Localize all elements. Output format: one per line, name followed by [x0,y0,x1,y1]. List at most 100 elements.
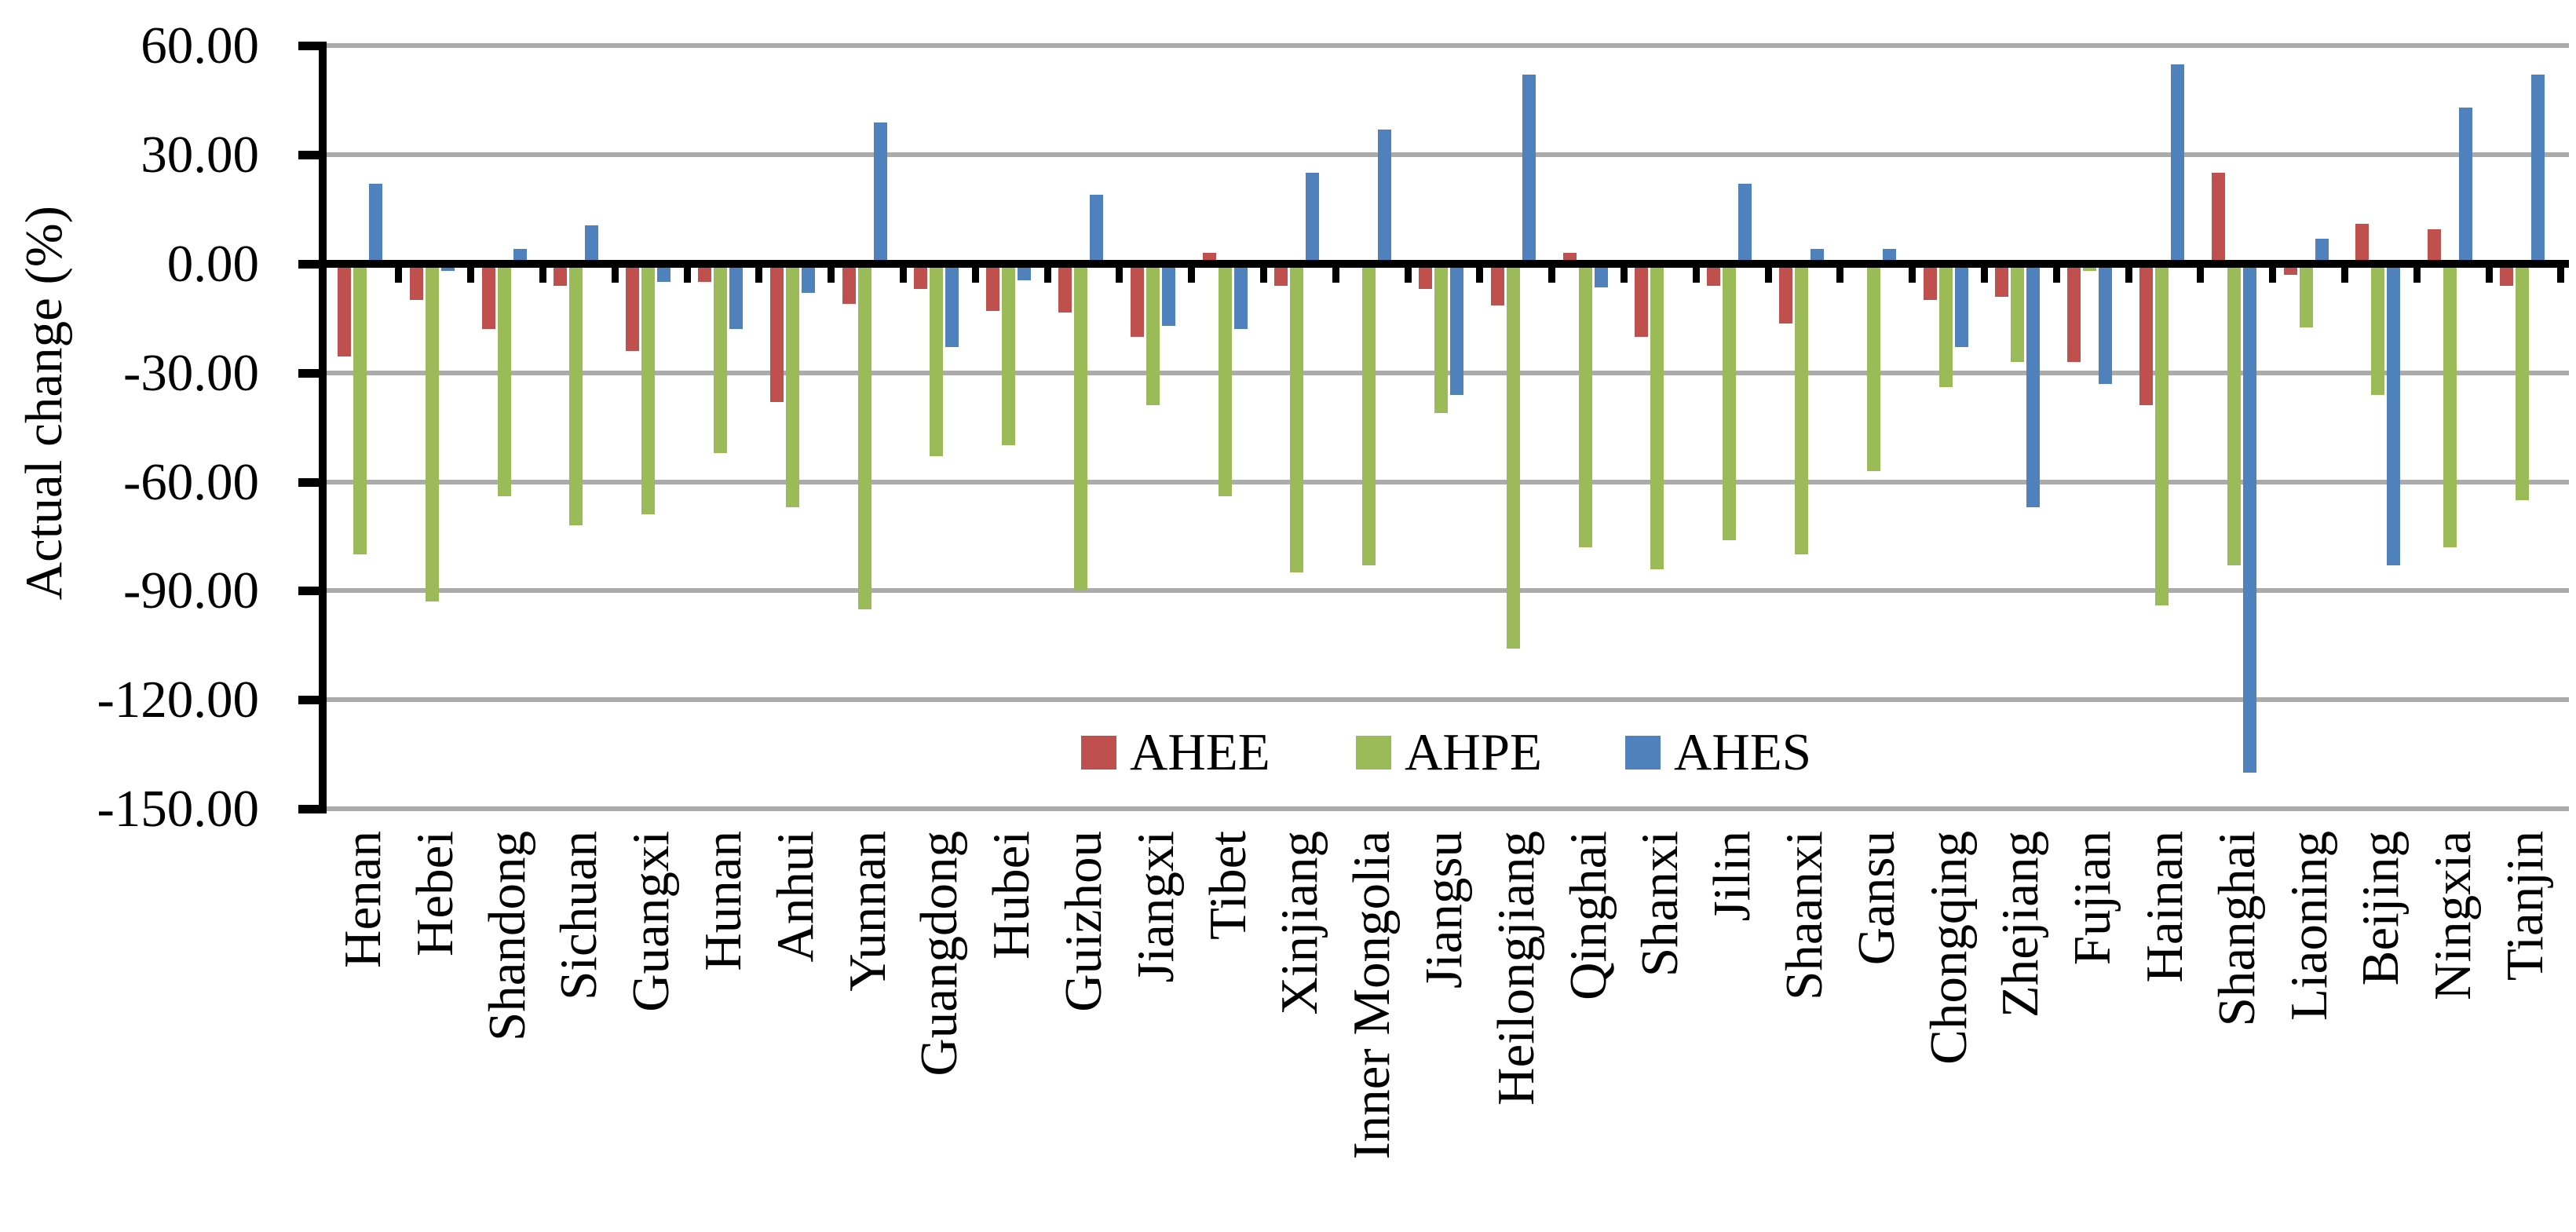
bar-ahes-chongqing [1954,264,1968,348]
bar-ahes-hainan [2171,64,2184,264]
x-axis-tick-27 [2269,268,2277,283]
x-category-label-hebei: Hebei [405,831,464,956]
bar-ahpe-beijing [2371,264,2385,395]
bar-ahes-henan [369,184,382,264]
x-category-label-chongqing: Chongqing [1919,831,1978,1065]
legend-item-ahpe: AHPE [1356,726,1542,778]
bar-ahee-guangxi [626,264,640,352]
y-tick-label--150: -150.00 [97,780,259,839]
bar-ahes-anhui [801,264,815,294]
x-category-label-guizhou: Guizhou [1054,831,1113,1012]
x-category-label-xinjiang: Xinjiang [1270,831,1329,1015]
x-axis-tick-16 [1476,268,1484,283]
x-category-label-anhui: Anhui [765,831,824,963]
bar-ahpe-tianjin [2516,264,2529,500]
bar-ahee-fujian [2067,264,2081,362]
bar-ahee-shaanxi [1779,264,1792,324]
bar-ahes-jiangxi [1161,264,1175,326]
x-axis-tick-17 [1548,268,1556,283]
x-axis-tick-1 [395,268,403,283]
bar-ahes-inner-mongolia [1378,129,1392,264]
gridline--60 [327,479,2569,484]
gridline-30 [327,152,2569,158]
bar-ahee-hunan [698,264,711,283]
x-category-label-inner-mongolia: Inner Mongolia [1343,831,1401,1160]
bar-ahee-hebei [409,264,423,301]
x-axis-tick-2 [467,268,475,283]
y-axis-tick--30 [298,368,327,378]
bar-ahee-jiangsu [1419,264,1432,290]
bar-ahes-tibet [1233,264,1248,330]
bar-ahee-shanghai [2211,173,2225,264]
x-category-label-ningxia: Ningxia [2424,831,2483,1000]
x-axis-tick-22 [1909,268,1916,283]
x-axis-tick-20 [1764,268,1772,283]
bar-ahee-jilin [1707,264,1721,286]
bar-ahes-jiangsu [1450,264,1463,395]
legend-label-ahpe: AHPE [1405,722,1542,781]
bar-ahes-shanghai [2242,264,2256,773]
bar-ahes-xinjiang [1306,173,1320,264]
bar-ahes-guangxi [657,264,671,283]
bar-ahee-shanxi [1635,264,1649,337]
y-tick-label--120: -120.00 [97,671,259,729]
bar-ahpe-jilin [1723,264,1737,540]
x-axis-tick-19 [1692,268,1700,283]
bar-ahee-jiangxi [1130,264,1144,337]
x-category-label-shaanxi: Shaanxi [1774,831,1833,1000]
x-category-label-guangdong: Guangdong [910,831,969,1077]
x-axis-tick-10 [1043,268,1051,283]
bar-ahee-ningxia [2428,229,2442,264]
x-axis-tick-18 [1620,268,1628,283]
x-category-label-yunnan: Yunnan [838,831,897,992]
x-category-label-sichuan: Sichuan [550,831,608,1000]
bar-ahes-hubei [1018,264,1032,280]
bar-ahpe-heilongjiang [1506,264,1520,649]
bar-ahpe-hubei [1002,264,1016,446]
x-axis-tick-29 [2413,268,2421,283]
y-tick-label-60: 60.00 [141,16,259,75]
bar-ahes-guizhou [1090,195,1103,264]
x-axis-tick-14 [1332,268,1339,283]
bar-ahes-zhejiang [2026,264,2041,507]
bar-ahee-hubei [986,264,1000,312]
x-axis-tick-28 [2340,268,2348,283]
bar-ahpe-xinjiang [1290,264,1304,573]
bar-ahpe-guizhou [1074,264,1087,591]
x-axis-tick-30 [2485,268,2493,283]
bar-ahee-heilongjiang [1490,264,1504,306]
bar-ahpe-zhejiang [2011,264,2025,362]
bar-ahpe-yunnan [857,264,871,609]
gridline--150 [327,806,2569,812]
bar-ahee-hainan [2139,264,2153,406]
bar-ahee-beijing [2355,224,2370,264]
x-category-label-tianjin: Tianjin [2495,831,2554,982]
legend-item-ahee: AHEE [1081,726,1270,778]
y-tick-label--60: -60.00 [122,452,259,511]
x-category-label-gansu: Gansu [1847,831,1906,966]
x-category-label-heilongjiang: Heilongjiang [1486,831,1545,1106]
bar-ahpe-anhui [785,264,799,507]
bar-ahpe-gansu [1866,264,1880,471]
y-axis-tick-0 [298,260,327,269]
bar-ahpe-guangxi [641,264,656,515]
bar-ahpe-liaoning [2299,264,2313,327]
x-axis-tick-8 [899,268,907,283]
bar-ahpe-shanxi [1650,264,1664,569]
x-category-label-guangxi: Guangxi [622,831,681,1012]
x-axis-tick-24 [2052,268,2060,283]
x-category-label-shanxi: Shanxi [1631,831,1690,978]
bar-ahes-liaoning [2315,238,2329,264]
legend-swatch-ahes [1625,735,1661,770]
x-axis-tick-15 [1404,268,1412,283]
x-axis-line [319,260,2569,268]
x-category-label-jilin: Jilin [1703,831,1762,922]
bar-ahee-tianjin [2500,264,2513,286]
x-axis-tick-5 [683,268,691,283]
bar-ahpe-tibet [1218,264,1232,497]
bar-ahpe-shandong [497,264,511,497]
bar-ahpe-hunan [714,264,727,453]
x-axis-tick-7 [828,268,835,283]
legend-item-ahes: AHES [1625,726,1811,778]
y-axis-tick--90 [298,587,327,596]
